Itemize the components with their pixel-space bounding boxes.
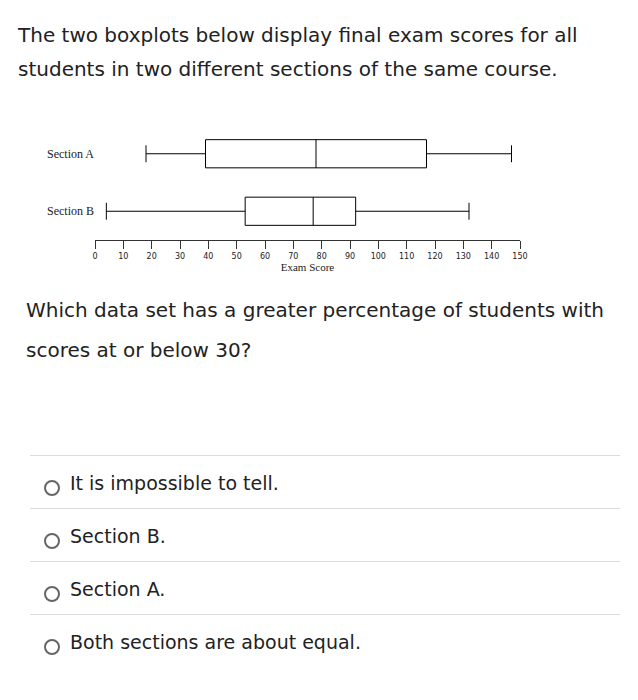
svg-text:70: 70 [288, 252, 298, 261]
svg-text:50: 50 [232, 252, 242, 261]
html-text:It is impossible to tell.: It is impossible to tell. [70, 472, 279, 494]
svg-text:40: 40 [203, 252, 213, 261]
svg-text:120: 120 [427, 252, 442, 261]
svg-text:30: 30 [175, 252, 185, 261]
html-text:Section A.: Section A. [70, 578, 166, 600]
html-text:The two boxplots below display: The two boxplots below display final exa… [18, 23, 578, 81]
html-text:Which data set has a greater p: Which data set has a greater percentage … [26, 298, 604, 362]
svg-text:10: 10 [118, 252, 128, 261]
svg-text:80: 80 [317, 252, 327, 261]
svg-text:Section A: Section A [47, 147, 94, 161]
svg-text:130: 130 [456, 252, 471, 261]
svg-text:110: 110 [399, 252, 414, 261]
html-text:Section B.: Section B. [70, 525, 166, 547]
svg-text:100: 100 [371, 252, 386, 261]
svg-text:Exam Score: Exam Score [281, 261, 335, 273]
svg-text:20: 20 [147, 252, 157, 261]
svg-text:140: 140 [484, 252, 499, 261]
svg-text:150: 150 [512, 252, 527, 261]
svg-text:90: 90 [345, 252, 355, 261]
html-text:Both sections are about equal.: Both sections are about equal. [70, 631, 361, 653]
svg-text:60: 60 [260, 252, 270, 261]
svg-text:Section B: Section B [47, 204, 94, 218]
svg-text:0: 0 [92, 252, 97, 261]
